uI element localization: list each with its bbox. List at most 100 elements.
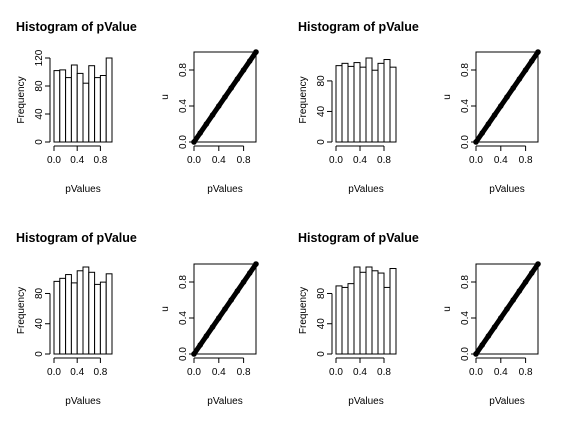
qq-point: [504, 306, 510, 312]
y-tick-label: 0: [34, 139, 45, 145]
x-tick-label: 0.4: [212, 155, 226, 166]
histogram-bar: [53, 280, 61, 355]
y-tick-label: 0.0: [460, 135, 471, 149]
x-tick-label: 0.8: [377, 367, 391, 378]
y-tick-label: 0.8: [178, 63, 189, 77]
histogram-bar: [99, 281, 107, 355]
qq-point: [510, 85, 516, 91]
histogram-bar: [94, 283, 101, 355]
qq-point: [535, 49, 541, 55]
x-tick-label: 0.0: [47, 367, 61, 378]
y-tick-label: 0.4: [178, 99, 189, 113]
y-tick-label: 0: [316, 351, 327, 357]
qq-point: [498, 103, 504, 109]
histogram-bar: [82, 266, 90, 355]
panel-1: Histogram of pValue 0 40 80 120 Frequency 0.0 0…: [16, 20, 137, 195]
y-tick-label: 40: [316, 105, 327, 117]
qq-point: [228, 85, 234, 91]
y-tick-label: 0.4: [178, 311, 189, 325]
histogram-bar: [99, 75, 107, 143]
x-tick-label: 0.4: [70, 367, 84, 378]
histogram-bar: [105, 273, 113, 355]
x-tick-label: 0.4: [353, 155, 367, 166]
y-tick-label: 0.0: [178, 135, 189, 149]
x-tick-label: 0.4: [212, 367, 226, 378]
y-tick-label: 40: [316, 318, 327, 330]
histogram-bar: [335, 65, 343, 143]
qq-point: [234, 288, 241, 294]
qq-point: [522, 67, 529, 73]
panel-title: Histogram of pValue: [298, 231, 419, 245]
histogram-bar: [365, 57, 373, 143]
y-axis-label: u: [160, 94, 171, 100]
y-tick-label: 0: [34, 351, 45, 357]
y-axis-label: Frequency: [16, 287, 27, 334]
histogram-bar: [94, 77, 101, 143]
histogram-bar: [347, 283, 355, 355]
histogram-bar: [341, 62, 349, 143]
histogram-bar: [76, 72, 84, 143]
x-tick-label: 0.8: [377, 155, 391, 166]
x-tick-label: 0.4: [494, 367, 508, 378]
qq-point: [485, 333, 492, 339]
y-tick-label: 0.0: [178, 347, 189, 361]
histogram-bar: [70, 64, 78, 143]
qq-point: [479, 130, 486, 136]
histogram-bar: [335, 285, 343, 355]
qq-point: [216, 315, 222, 321]
x-tick-label: 0.8: [93, 367, 107, 378]
histogram-bar: [359, 66, 367, 143]
qq-point: [253, 49, 259, 55]
x-tick-label: 0.8: [519, 367, 533, 378]
x-axis-label: pValues: [65, 184, 100, 195]
histogram-bar: [383, 59, 391, 143]
y-tick-label: 80: [34, 287, 45, 299]
histogram-bar: [341, 286, 349, 355]
panel-3: Histogram of pValue 0 40 80 Frequency 0.0 0.4 0…: [298, 20, 419, 195]
y-axis-label: u: [442, 94, 453, 100]
qq-point: [498, 315, 504, 321]
y-axis-label: Frequency: [298, 76, 309, 123]
histogram-bar: [377, 272, 385, 355]
qq-point: [216, 103, 222, 109]
x-tick-label: 0.4: [494, 155, 508, 166]
qq-point: [203, 121, 210, 127]
qq-point: [240, 279, 247, 285]
histogram-bar: [377, 62, 385, 143]
y-axis-label: u: [442, 306, 453, 312]
x-tick-label: 0.0: [469, 367, 483, 378]
x-tick-label: 0.8: [237, 155, 251, 166]
y-tick-label: 0.8: [460, 63, 471, 77]
y-tick-label: 0.8: [460, 275, 471, 289]
qq-point: [247, 58, 253, 64]
panel-4: 0.0 0.4 0.8 u 0.0 0.4 0.8: [442, 49, 541, 166]
plot-frame: [193, 51, 257, 143]
y-tick-label: 80: [34, 80, 45, 92]
qq-point: [479, 342, 486, 348]
qq-point: [228, 297, 234, 303]
qq-point: [240, 67, 247, 73]
qq-point: [234, 76, 241, 82]
panel-2: 0.0 0.4 0.8 u 0.0 0.4 0.8: [160, 49, 259, 166]
panel-7: Histogram of pValue 0 40 80 Frequency 0.0 0.4 0…: [298, 231, 419, 407]
qq-point: [203, 333, 210, 339]
y-tick-label: 0: [316, 139, 327, 145]
x-tick-label: 0.4: [70, 155, 84, 166]
qq-point: [209, 324, 216, 330]
y-tick-label: 0.0: [460, 347, 471, 361]
x-tick-label: 0.0: [187, 155, 201, 166]
histogram-bar: [371, 270, 379, 355]
qq-point: [197, 130, 203, 136]
histogram-bar: [88, 65, 96, 143]
panel-8: 0.0 0.4 0.8 u 0.0 0.4 0.8 pValues: [442, 261, 541, 407]
histogram-bar: [76, 270, 84, 355]
x-tick-label: 0.8: [237, 367, 251, 378]
x-tick-label: 0.0: [329, 367, 343, 378]
x-tick-label: 0.0: [329, 155, 343, 166]
panel-6: 0.0 0.4 0.8 u 0.0 0.4 0.8: [160, 261, 259, 378]
histogram-bar: [53, 70, 61, 143]
qq-point: [491, 324, 498, 330]
y-tick-label: 40: [34, 108, 45, 120]
histogram-bar: [389, 268, 397, 355]
qq-point: [529, 270, 535, 276]
